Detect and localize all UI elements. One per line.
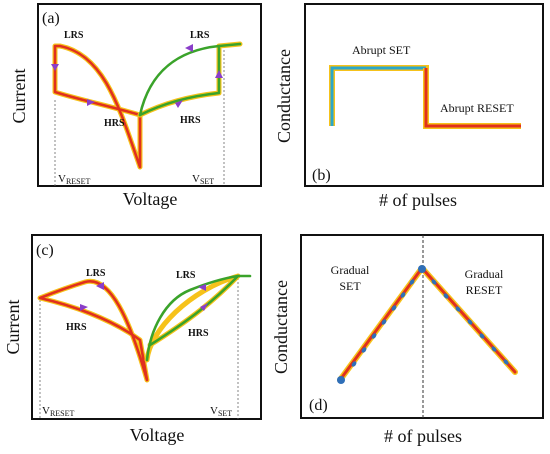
panel-c-arrow-right-hrs2 [200, 303, 208, 311]
panel-c-reset-loop [38, 280, 149, 382]
panel-a-hrs-right: HRS [180, 115, 201, 126]
panel-a-lrs-left: LRS [64, 30, 84, 41]
panel-c-set-loop-hrs [148, 274, 240, 347]
panel-b-set-note: Abrupt SET [352, 43, 411, 57]
panel-a-label: (a) [42, 10, 60, 27]
panel-d-set-note-line1: Gradual [331, 263, 370, 277]
panel-d-reset-pulses [431, 279, 509, 365]
panel-a-reset-loop [53, 44, 142, 169]
panel-c-lrs-right: LRS [176, 270, 196, 281]
panel-b-y-title: Conductance [274, 49, 294, 143]
panel-a-arrow-left-lrs [185, 44, 193, 52]
panel-d-reset-note-line1: Gradual [465, 267, 504, 281]
panel-d-set-pulse-dot [337, 376, 345, 384]
panel-a-set-loop-lrs [138, 44, 221, 117]
panel-d-set-pulse-dot [381, 319, 387, 325]
panel-c-set-loop-lrs [145, 274, 252, 362]
panel-d-reset-pulse-dot [455, 306, 461, 312]
panel-c-vset-label: VSET [210, 405, 232, 418]
panel-c-vreset-label: VRESET [42, 405, 75, 418]
panel-d-set-pulse-dot [409, 279, 415, 285]
panel-c-frame [31, 234, 262, 420]
panel-a-arrow-right-hrs [87, 99, 95, 106]
panel-b: Conductance # of pulses (b) Abrupt SET A… [274, 3, 544, 210]
panel-d-set-pulse-dot [371, 333, 377, 339]
panel-a-set-loop-upper [138, 42, 242, 117]
panel-c-x-title: Voltage [130, 425, 185, 445]
panel-d-set-pulse-dot [351, 361, 357, 367]
panel-d: Conductance # of pulses (d) [271, 234, 544, 446]
panel-c-arrow-right-hrs [80, 304, 88, 311]
panel-a-vset-label: VSET [192, 173, 214, 186]
panel-a-arrow-down [51, 64, 59, 71]
panel-d-set-pulse-dot [361, 347, 367, 353]
panel-d-label: (d) [309, 397, 328, 414]
panel-d-peak-dot [418, 265, 426, 273]
panel-a-vreset-label: VRESET [58, 173, 91, 186]
panel-c-label: (c) [36, 242, 54, 259]
panel-d-reset-pulse-dot [491, 346, 497, 352]
panel-d-set-pulse-dot [400, 292, 406, 298]
panel-c: (c) Current Voltage LRS LRS HRS HRS VRES… [3, 234, 262, 445]
panel-b-reset-trace [424, 68, 521, 128]
panel-c-arrow-left-lrs [96, 282, 104, 290]
panel-d-set-trace [338, 266, 424, 382]
panel-a-arrow-up [215, 70, 223, 78]
panel-d-reset-pulse-dot [467, 319, 473, 325]
panel-d-reset-pulse-dot [503, 359, 509, 365]
panel-b-label: (b) [312, 167, 331, 184]
panel-d-reset-pulse-dot [443, 293, 449, 299]
panel-b-set-trace [330, 66, 426, 126]
panel-a-arrow-right-hrs2 [175, 100, 183, 108]
panel-c-hrs-left: HRS [66, 322, 87, 333]
panel-a: (a) Current Voltage LRS LRS HRS HRS VRES… [9, 3, 262, 209]
panel-c-lrs-left: LRS [86, 268, 106, 279]
panel-a-x-title: Voltage [123, 189, 178, 209]
panel-d-set-pulses [337, 265, 426, 384]
panel-b-x-title: # of pulses [379, 190, 457, 210]
panel-d-set-pulse-dot [391, 305, 397, 311]
panel-d-set-note-line2: SET [339, 279, 361, 293]
panel-a-lrs-right: LRS [190, 30, 210, 41]
panel-c-arrow-left-lrs2 [198, 284, 206, 291]
panel-d-reset-note-line2: RESET [466, 283, 503, 297]
panel-a-y-title: Current [9, 69, 29, 124]
panel-a-hrs-left: HRS [104, 118, 125, 129]
panel-b-reset-note: Abrupt RESET [440, 101, 514, 115]
panel-c-y-title: Current [3, 300, 23, 355]
panel-d-reset-pulse-dot [479, 333, 485, 339]
panel-d-y-title: Conductance [271, 280, 291, 374]
panel-c-hrs-right: HRS [188, 328, 209, 339]
panel-d-reset-pulse-dot [431, 279, 437, 285]
panel-d-x-title: # of pulses [384, 426, 462, 446]
